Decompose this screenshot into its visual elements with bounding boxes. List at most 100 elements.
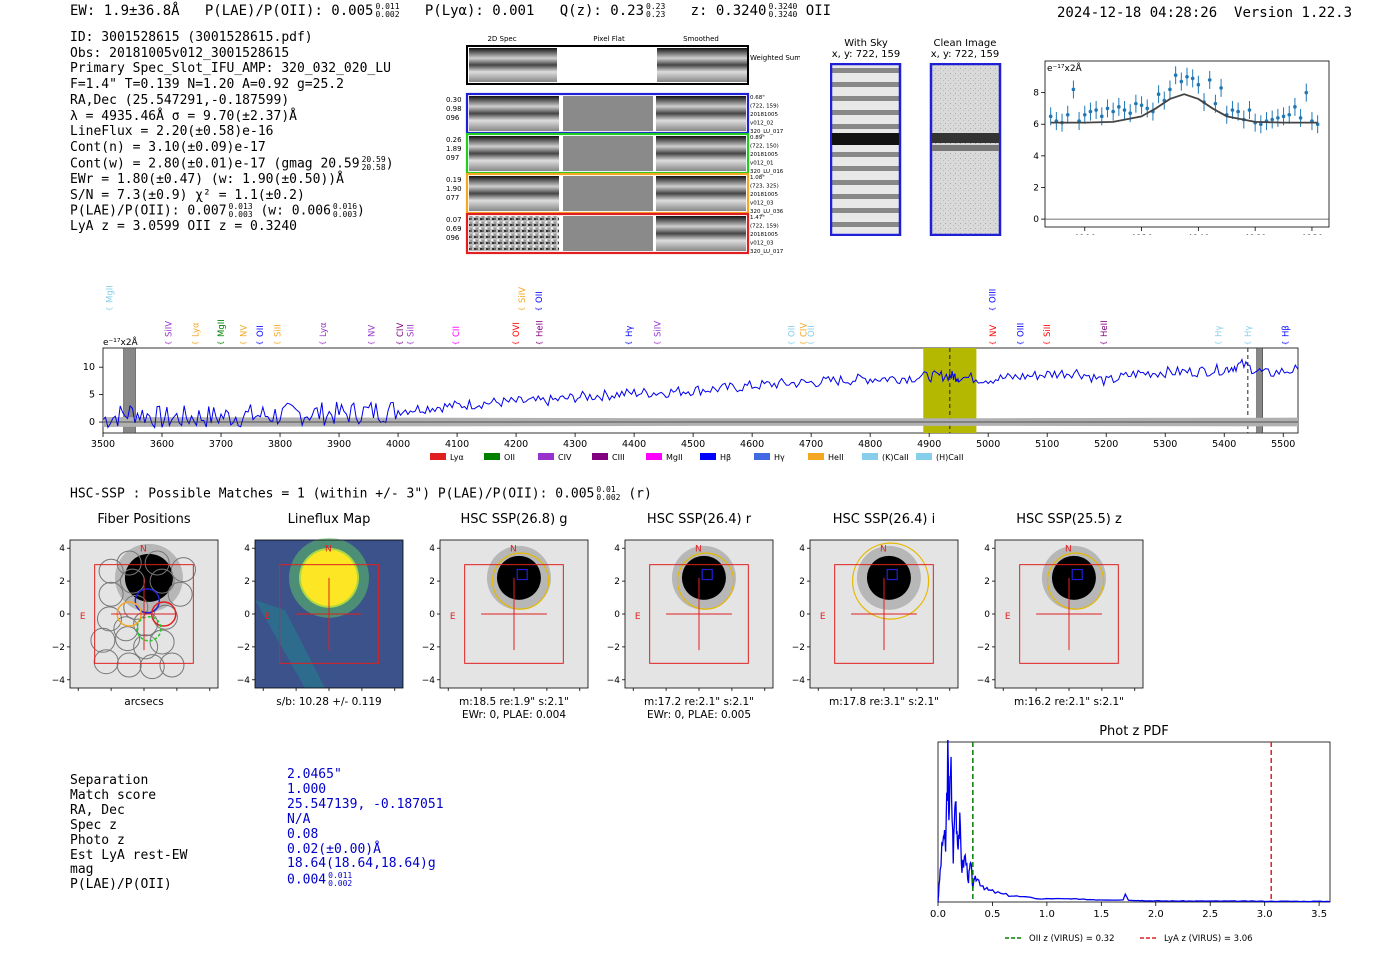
emission-line-tick: { [654,341,662,345]
wavelength: λ = 4935.46Å σ = 9.70(±2.37)Å [70,108,297,124]
fit-params: F=1.4" T=0.139 N=1.20 A=0.92 g=25.2 [70,77,344,93]
cutout-caption: m:17.8 re:3.1" s:2.1" [829,696,939,708]
cutout-caption: m:18.5 re:1.9" s:2.1" [459,696,569,708]
fiber-circle [139,654,165,680]
cutout-ytick: 0 [614,610,620,620]
emission-line-tick: { [1100,341,1108,345]
row-left-value: 096 [446,234,460,242]
zoom-point [1139,103,1144,108]
cutout-title: HSC SSP(25.5) z [1016,512,1122,527]
target-box [1071,568,1083,581]
row-right-value: (722, 159) [750,224,779,230]
emission-line-label: OIII [988,289,998,303]
emission-line-tick: { [1214,341,1222,345]
emission-line-tick: { [1017,341,1025,345]
emission-line-label: Hγ [1214,326,1224,337]
label-radec: RA, Dec [70,802,125,818]
east-label: E [1005,612,1011,622]
search-box [94,564,194,664]
row-right-value: 20181005 [750,232,778,238]
emission-line-label: OIII [1017,323,1027,337]
pdf-line [937,740,1331,903]
ewr: EWr = 1.80(±0.47) (w: 1.90(±0.50))Å [70,171,344,187]
cutout-ytick: 0 [59,610,65,620]
legend-label: CIII [612,453,625,462]
spectrum-xtick: 3900 [327,439,351,450]
zoom-point [1190,76,1195,81]
with-sky-image [830,63,902,236]
spectrum-xtick: 3700 [209,439,233,450]
cutout-ytick: 4 [429,544,435,554]
weighted-sum-label: Weighted Sum [750,54,800,62]
row-left-value: 0.30 [446,96,462,104]
fiber-circle [149,629,175,655]
emission-line-label: NV [989,325,999,337]
cutout-title: Fiber Positions [97,512,191,527]
emission-line-label: OII [788,325,798,337]
emission-line-tick: { [807,341,815,345]
emission-line-label: NV [239,325,249,337]
search-box [1019,564,1119,664]
z-line: OII [805,3,832,19]
zoom-fit-line [1050,93,1318,124]
emission-line-tick: { [512,341,520,345]
zoom-point [1196,82,1201,87]
cutout-ytick: 0 [429,610,435,620]
emission-line-tick: { [1043,341,1051,345]
legend-label: (H)CaII [936,453,963,462]
fiber-circle [98,581,124,607]
pz-xtick: 3.5 [1311,909,1327,920]
masked-region [123,347,136,434]
row-right-value: v012_02 [750,121,774,127]
spectrum-ylabel: e⁻¹⁷x2Å [103,336,139,348]
spectrum-xtick: 5100 [1035,439,1059,450]
emission-line-tick: { [536,341,544,345]
cutout-panel: HSC SSP(26.4) iNE−4−2024420−2−4m:17.8 re… [780,510,965,725]
east-label: E [450,612,456,622]
spectrum-ytick: 10 [83,362,95,373]
flux-line [102,358,1299,429]
spectrum-xtick: 5000 [976,439,1000,450]
emission-line-tick: { [396,341,404,345]
label-specz: Spec z [70,817,117,833]
col-smoothed: Smoothed [683,35,719,43]
spectrum-xtick: 5500 [1271,439,1295,450]
row-right-value: 1.47" [750,215,765,221]
emission-line-label: Lyα [319,322,329,337]
cutout-caption: EWr: 0, PLAE: 0.004 [461,709,567,721]
spectrum-xtick: 4800 [858,439,882,450]
cutout-ytick: −4 [52,676,66,686]
cutout-caption: arcsecs [124,696,164,708]
cutout-ytick: −2 [237,643,250,653]
match-values: 2.0465" 1.000 25.547139, -0.187051 N/A 0… [287,767,444,889]
lya-z: LyA z = 3.0599 OII z = 0.3240 [70,219,297,235]
row-right-value: (723, 325) [750,184,779,190]
legend-item: Lyα [430,453,464,462]
cutout-title: HSC SSP(26.4) i [832,512,936,527]
cutout-ytick: −2 [607,643,620,653]
pdf-legend-item: OII z (VIRUS) = 0.32 [1005,934,1115,944]
emission-line-label: NV [368,325,378,337]
emission-line-tick: { [239,341,247,345]
spectrum-ytick: 5 [89,390,95,401]
search-box [649,564,749,664]
zoom-xtick: 4900 [1073,234,1096,235]
col-pixelflat: Pixel Flat [593,35,625,43]
pz-xtick: 3.0 [1257,909,1273,920]
lineflux: LineFlux = 2.20(±0.58)e-16 [70,124,274,140]
spectrum-ytick: 0 [89,417,95,428]
zoom-xtick: 4960 [1244,234,1267,235]
hsc-heading: HSC-SSP : Possible Matches = 1 (within +… [70,485,652,502]
zoom-xtick: 4920 [1130,234,1153,235]
masked-region [1256,347,1263,434]
emission-line-tick: { [1282,341,1290,345]
pdf-legend-label: LyA z (VIRUS) = 3.06 [1164,934,1253,944]
emission-line-label: SiII [274,324,284,337]
zoom-point [1071,87,1076,92]
cutout-ytick: 4 [614,544,620,554]
legend-label: CIV [558,453,572,462]
emission-line-label: SiIV [518,287,528,303]
header-metrics: EW: 1.9±36.8Å P(LAE)/P(OII): 0.005 0.011 0… [70,2,832,20]
